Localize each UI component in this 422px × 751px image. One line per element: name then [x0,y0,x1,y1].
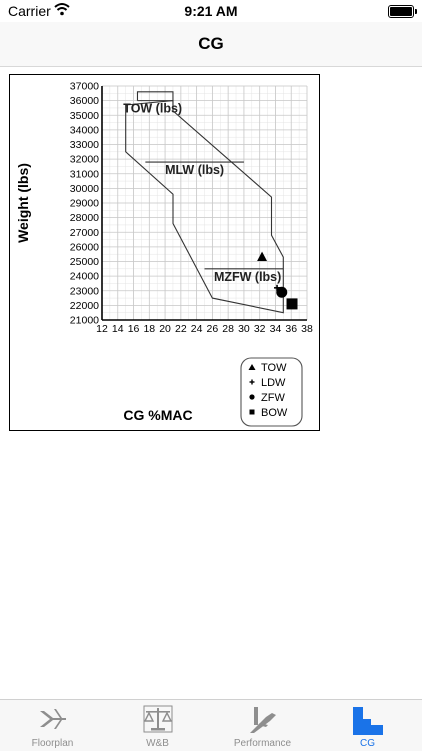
cg-envelope-chart: 21000 22000 23000 24000 25000 26000 27000 28000… [9,74,320,431]
y-tick-label: 29000 [70,198,99,210]
x-tick-label: 38 [301,323,313,335]
x-tick-label: 28 [222,323,234,335]
x-tick-label: 32 [254,323,266,335]
page-title: CG [198,34,224,53]
tow-limit-box [136,91,174,111]
status-bar: Carrier 9:21 AM [0,0,422,22]
legend-marker-tow [248,364,256,370]
y-tick-label: 33000 [70,139,99,151]
legend-label: TOW [261,362,287,374]
x-tick-label: 30 [238,323,250,335]
carrier-label: Carrier [8,3,51,19]
x-tick-label: 14 [112,323,124,335]
x-tick-label: 24 [191,323,203,335]
y-tick-label: 35000 [70,110,99,122]
y-tick-label: 32000 [70,154,99,166]
x-tick-label: 34 [270,323,282,335]
limit-label: MLW (lbs) [165,163,224,177]
takeoff-icon [210,705,315,735]
cg-chart-icon [315,705,420,735]
legend-box [240,357,303,427]
y-tick-label: 37000 [70,81,99,93]
tab-label: Floorplan [31,738,74,749]
y-tick-label: 25000 [70,256,99,268]
legend-label: ZFW [261,392,285,404]
y-tick-label: 22000 [70,300,99,312]
y-tick-label: 31000 [70,168,99,180]
x-tick-label: 20 [159,323,171,335]
y-tick-label: 30000 [70,183,99,195]
y-tick-label: 26000 [70,241,99,253]
data-point-zfw [276,286,288,298]
y-tick-label: 27000 [70,227,99,239]
data-point-tow [257,251,268,261]
y-tick-label: 23000 [70,285,99,297]
y-tick-label: 36000 [70,95,99,107]
tab-label: CG [360,738,375,749]
tab-performance[interactable]: Performance [210,700,315,751]
legend-marker-bow [249,409,255,415]
y-axis-title: Weight (lbs) [15,163,31,243]
y-tick-label: 28000 [70,212,99,224]
tab-label: W&B [146,738,169,749]
y-tick-label: 34000 [70,124,99,136]
y-tick-label: 24000 [70,271,99,283]
x-tick-label: 26 [207,323,219,335]
limit-label: TOW (lbs) [123,102,182,116]
tab-cg[interactable]: CG [315,700,420,751]
legend-label: LDW [261,377,286,389]
legend-label: BOW [261,407,288,419]
x-tick-label: 16 [128,323,140,335]
battery-icon [388,5,417,18]
x-tick-label: 12 [96,323,108,335]
wifi-icon [54,2,70,21]
status-time: 9:21 AM [184,3,238,19]
data-point-bow [286,298,298,310]
tab-floorplan[interactable]: Floorplan [0,700,105,751]
x-tick-label: 18 [143,323,155,335]
tab-label: Performance [233,738,292,749]
x-tick-label: 36 [285,323,297,335]
tab-wb[interactable]: W&B [105,700,210,751]
x-axis-title: CG %MAC [123,407,192,423]
tab-bar: Floorplan W&B Performance [0,699,422,751]
airplane-icon [0,705,105,735]
scale-icon [105,705,210,735]
cg-chart-svg: 21000 22000 23000 24000 25000 26000 27000 28000… [15,81,313,427]
y-tick-label: 21000 [70,315,99,327]
limit-label: MZFW (lbs) [214,270,281,284]
x-tick-label: 22 [175,323,187,335]
navigation-bar: CG [0,22,422,67]
legend-marker-zfw [249,394,255,400]
